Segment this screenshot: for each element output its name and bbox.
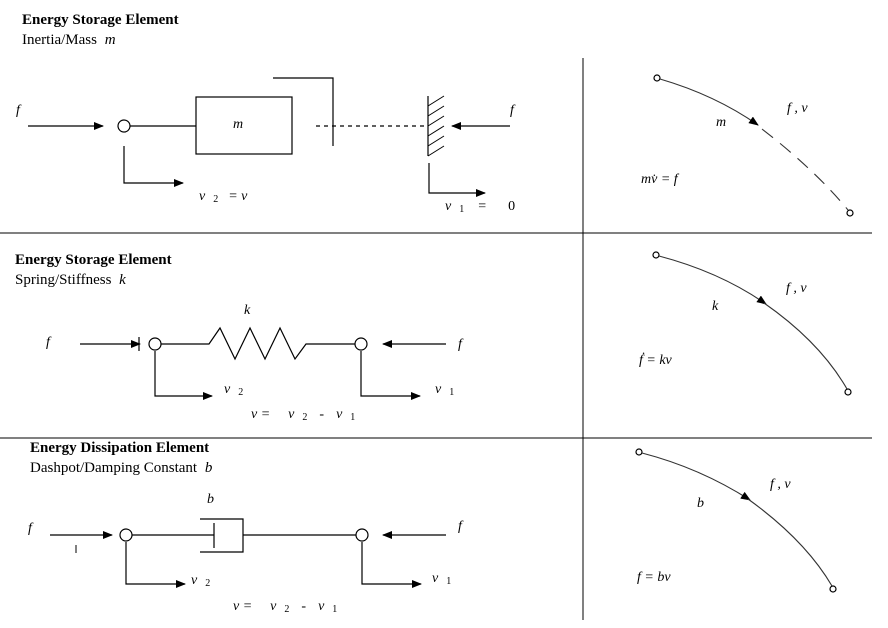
mass-section-title: Energy Storage Element — [22, 12, 179, 28]
mass-linear-graph: m f , v mv̇ = f — [641, 74, 854, 217]
dashpot-relative-velocity: v = v 2 - v 1 — [233, 597, 337, 616]
mass-graph-edge-dashed — [761, 128, 849, 211]
dashpot-section-title: Energy Dissipation Element — [30, 440, 209, 456]
mass-block — [195, 96, 293, 155]
dashpot-schematic: f b f v 2 v 1 v = v — [28, 492, 464, 616]
dashpot-force-right: f — [458, 519, 464, 534]
mass-node — [117, 119, 131, 133]
spring-node-left — [148, 337, 162, 351]
dashpot-graph-node-start — [635, 448, 643, 456]
dashpot-subtitle-text: Dashpot/Damping Constant — [30, 460, 198, 476]
mass-graph-edge-label: m — [716, 115, 726, 130]
spring-graph-edge-to-arrow — [658, 255, 767, 305]
spring-graph-edge-rest — [763, 302, 848, 390]
mass-schematic: f m f v 2 = v — [16, 77, 516, 216]
spring-graph-node-end — [844, 388, 852, 396]
mass-force-right: f — [510, 103, 516, 118]
dashpot-graph-edge-rest — [747, 498, 833, 587]
spring-force-right: f — [458, 337, 464, 352]
spring-v1-arrow — [360, 351, 421, 400]
spring-v2-arrow — [154, 351, 213, 400]
mass-graph-node-end — [846, 209, 854, 217]
dashpot-graph-node-end — [829, 585, 837, 593]
dashpot-graph-edge-to-arrow — [641, 452, 751, 501]
spring-subtitle-text: Spring/Stiffness — [15, 272, 112, 288]
dashpot-label: b — [207, 492, 214, 507]
mass-v1-label: v 1 = 0 — [445, 197, 515, 216]
dashpot-v1-arrow — [361, 542, 422, 588]
mass-v2-arrow — [123, 146, 184, 187]
spring-node-right — [354, 337, 368, 351]
mass-section: Energy Storage Element Inertia/Mass m f … — [16, 12, 854, 217]
dashpot-node-right — [355, 528, 369, 542]
spring-graph-equation: ḟ = kv — [639, 351, 673, 368]
dashpot-v1-label: v 1 — [432, 569, 451, 587]
spring-v1-label: v 1 — [435, 380, 454, 398]
spring-section-subtitle: Spring/Stiffness k — [15, 272, 126, 288]
spring-graph-edge-label: k — [712, 299, 719, 314]
dashpot-section-subtitle: Dashpot/Damping Constant b — [30, 460, 213, 476]
dashpot-graph-equation: f = bv — [637, 570, 671, 585]
mass-graph-node-start — [653, 74, 661, 82]
mass-inertial-reference — [273, 77, 334, 146]
dashpot-force-left: f — [28, 521, 34, 536]
mass-v2-label: v 2 = v — [199, 187, 248, 206]
spring-v2-label: v 2 — [224, 380, 243, 398]
mass-v1-arrow — [428, 163, 486, 197]
mass-subtitle-text: Inertia/Mass — [22, 32, 97, 48]
spring-section-title: Energy Storage Element — [15, 252, 172, 268]
spring-graph-fv: f , v — [786, 281, 807, 296]
mass-force-left: f — [16, 103, 22, 118]
dashpot-graph-fv: f , v — [770, 477, 791, 492]
spring-schematic: f k f v 2 v 1 v = v 2 - — [46, 303, 464, 424]
dashpot-linear-graph: b f , v f = bv — [635, 448, 837, 593]
spring-graph-node-start — [652, 251, 660, 259]
spring-relative-velocity: v = v 2 - v 1 — [251, 405, 355, 424]
ground-hatch — [427, 95, 445, 157]
dashpot-v2-arrow — [125, 542, 186, 588]
dashpot-subtitle-param: b — [205, 460, 213, 476]
mass-graph-fv: f , v — [787, 101, 808, 116]
mass-section-subtitle: Inertia/Mass m — [22, 32, 116, 48]
spring-linear-graph: k f , v ḟ = kv — [639, 251, 852, 396]
mass-graph-equation: mv̇ = f — [641, 172, 680, 187]
spring-section: Energy Storage Element Spring/Stiffness … — [15, 251, 852, 424]
mass-graph-edge-solid — [659, 78, 759, 126]
mass-block-label: m — [233, 117, 243, 132]
mass-subtitle-param: m — [105, 32, 116, 48]
spring-subtitle-param: k — [119, 272, 126, 288]
dashpot-v2-label: v 2 — [191, 571, 210, 589]
dashpot-section: Energy Dissipation Element Dashpot/Dampi… — [28, 440, 837, 616]
dashpot-node-left — [119, 528, 133, 542]
dashpot-graph-edge-label: b — [697, 496, 704, 511]
spring-label: k — [244, 303, 251, 318]
spring-force-left: f — [46, 335, 52, 350]
spring-coil — [161, 326, 355, 361]
